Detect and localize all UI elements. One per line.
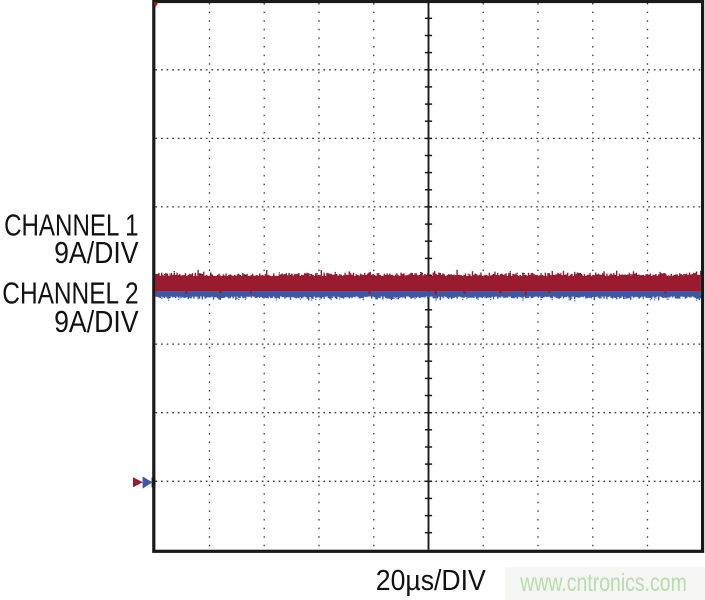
svg-text:9A/DIV: 9A/DIV <box>54 304 139 339</box>
svg-text:www.cntronics.com: www.cntronics.com <box>520 569 687 597</box>
svg-text:9A/DIV: 9A/DIV <box>54 235 139 270</box>
svg-text:20µs/DIV: 20µs/DIV <box>376 565 486 597</box>
svg-text:CHANNEL 1: CHANNEL 1 <box>4 208 139 243</box>
svg-text:CHANNEL 2: CHANNEL 2 <box>2 275 138 310</box>
